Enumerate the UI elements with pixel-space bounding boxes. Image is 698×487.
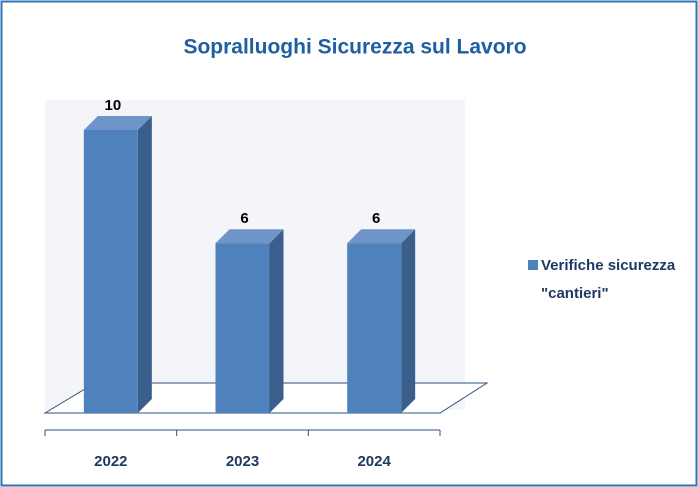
x-tick-label: 2024 [357,453,391,470]
bar [347,243,402,413]
legend-swatch [528,260,538,270]
bar-top [83,116,152,130]
bar-top [215,229,284,244]
bar-side [137,116,152,413]
data-label: 6 [240,210,248,227]
data-label: 10 [104,97,121,114]
data-label: 6 [372,210,380,227]
legend-label: Verifiche sicurezza "cantieri" [541,257,676,302]
bar-side [269,229,284,413]
bar [215,243,270,413]
x-tick-label: 2022 [94,453,127,470]
chart-title: Sopralluoghi Sicurezza sul Lavoro [183,36,526,59]
bar [83,130,138,413]
bar-side [401,229,416,413]
bar-top [347,229,416,244]
x-tick-label: 2023 [226,453,259,470]
